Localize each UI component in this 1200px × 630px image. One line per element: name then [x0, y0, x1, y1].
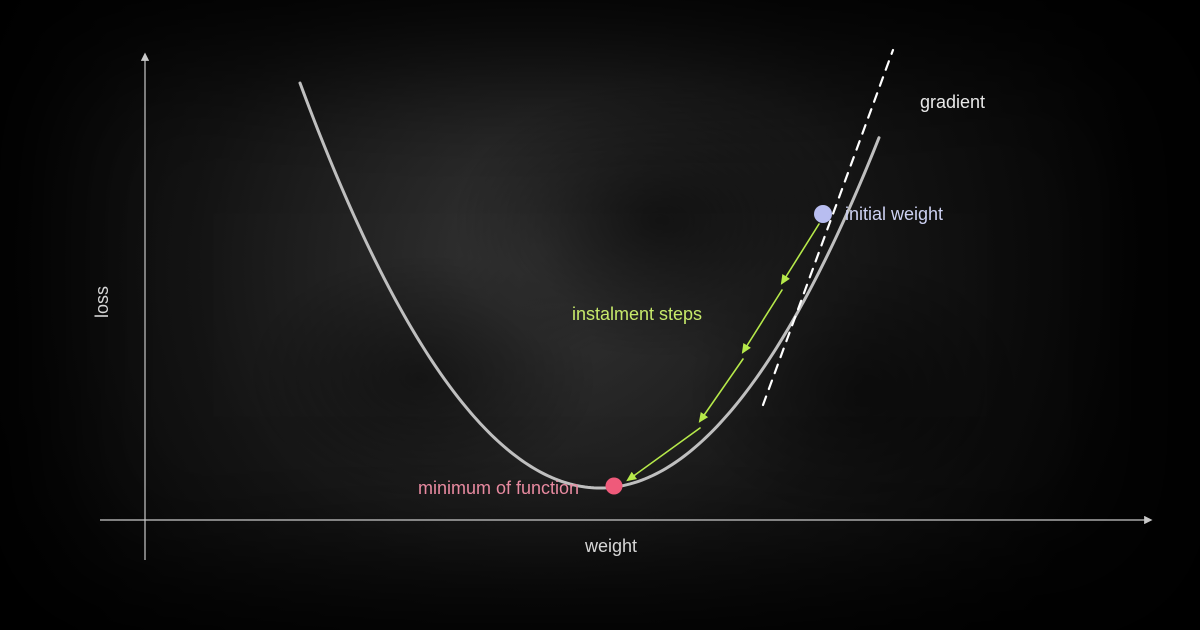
diagram-stage: weight loss gradient initial weight mini…	[0, 0, 1200, 630]
step-arrow	[782, 224, 819, 283]
instalment-steps	[628, 224, 819, 480]
gradient-descent-plot: weight loss gradient initial weight mini…	[0, 0, 1200, 630]
y-axis-label: loss	[92, 286, 112, 318]
minimum-point	[606, 478, 623, 495]
initial-weight-point	[814, 205, 832, 223]
tangent-line	[763, 50, 893, 405]
step-arrow	[700, 359, 743, 421]
steps-label: instalment steps	[572, 304, 702, 324]
minimum-label: minimum of function	[418, 478, 579, 498]
x-axis-label: weight	[584, 536, 637, 556]
gradient-label: gradient	[920, 92, 985, 112]
initial-weight-label: initial weight	[845, 204, 943, 224]
step-arrow	[743, 290, 782, 352]
loss-curve	[300, 83, 879, 488]
